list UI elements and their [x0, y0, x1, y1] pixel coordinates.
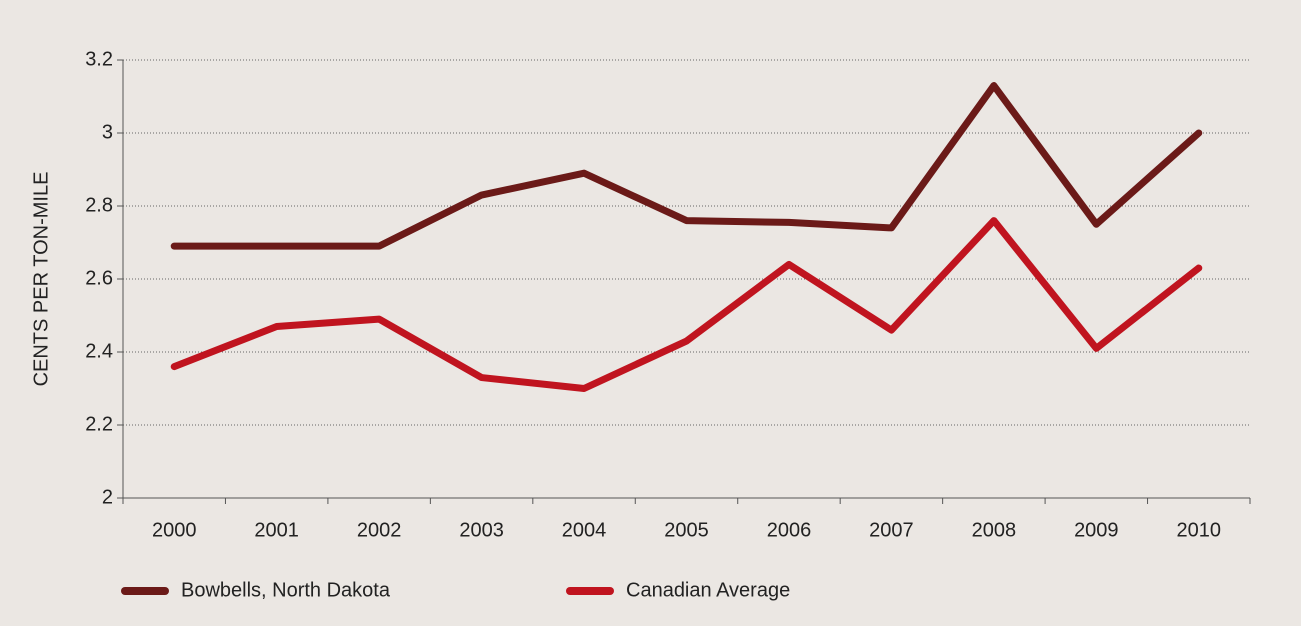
y-tick-label: 2.6 — [85, 267, 113, 289]
x-tick-label: 2008 — [972, 519, 1017, 541]
x-tick-label: 2005 — [664, 519, 709, 541]
y-tick-label: 2.4 — [85, 340, 113, 362]
line-series — [170, 217, 1203, 392]
y-tick-label: 2.2 — [85, 413, 113, 435]
y-tick-label: 2.8 — [85, 194, 113, 216]
y-tick-label: 2 — [102, 486, 113, 508]
x-tick-label: 2004 — [562, 519, 607, 541]
y-tick-label: 3 — [102, 121, 113, 143]
legend-label: Bowbells, North Dakota — [181, 579, 391, 601]
x-tick-label: 2003 — [459, 519, 504, 541]
x-tick-label: 2006 — [767, 519, 812, 541]
x-tick-label: 2001 — [254, 519, 299, 541]
y-tick-label: 3.2 — [85, 48, 113, 70]
x-tick-label: 2007 — [869, 519, 914, 541]
x-tick-label: 2009 — [1074, 519, 1119, 541]
y-axis-label: CENTS PER TON-MILE — [30, 172, 52, 387]
legend-label: Canadian Average — [626, 579, 790, 601]
line-series — [170, 82, 1203, 250]
x-tick-label: 2010 — [1177, 519, 1222, 541]
x-tick-label: 2000 — [152, 519, 197, 541]
x-tick-label: 2002 — [357, 519, 402, 541]
